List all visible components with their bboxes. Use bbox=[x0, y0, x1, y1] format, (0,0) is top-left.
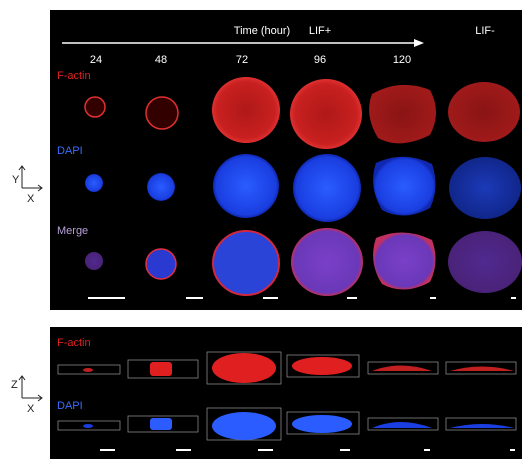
time-label: Time (hour) bbox=[234, 25, 290, 37]
lif-minus: LIF- bbox=[475, 25, 495, 37]
timepoint: 120 bbox=[393, 54, 411, 66]
top-panel bbox=[50, 10, 522, 310]
timepoint: 96 bbox=[314, 54, 326, 66]
timepoint: 24 bbox=[90, 54, 102, 66]
lif-plus: LIF+ bbox=[309, 25, 331, 37]
bottom-panel bbox=[50, 327, 522, 459]
axis-z: Z bbox=[11, 379, 18, 391]
timepoint: 48 bbox=[155, 54, 167, 66]
timepoint: 72 bbox=[236, 54, 248, 66]
axis-x: X bbox=[27, 403, 35, 415]
z-stack-f-actin bbox=[83, 353, 514, 383]
merge-images bbox=[85, 228, 522, 296]
row-label: Merge bbox=[57, 225, 88, 237]
axis-y: Y bbox=[12, 174, 20, 186]
arrow-head bbox=[414, 39, 424, 47]
f-actin-images bbox=[84, 77, 520, 149]
xy-axes-icon bbox=[18, 165, 43, 192]
row-label: DAPI bbox=[57, 400, 83, 412]
zx-axes-icon bbox=[18, 375, 43, 402]
dapi-images bbox=[85, 154, 521, 222]
z-stack-dapi bbox=[83, 412, 514, 440]
axis-x: X bbox=[27, 193, 35, 205]
row-label: F-actin bbox=[57, 337, 91, 349]
row-label: DAPI bbox=[57, 145, 83, 157]
row-label: F-actin bbox=[57, 70, 91, 82]
